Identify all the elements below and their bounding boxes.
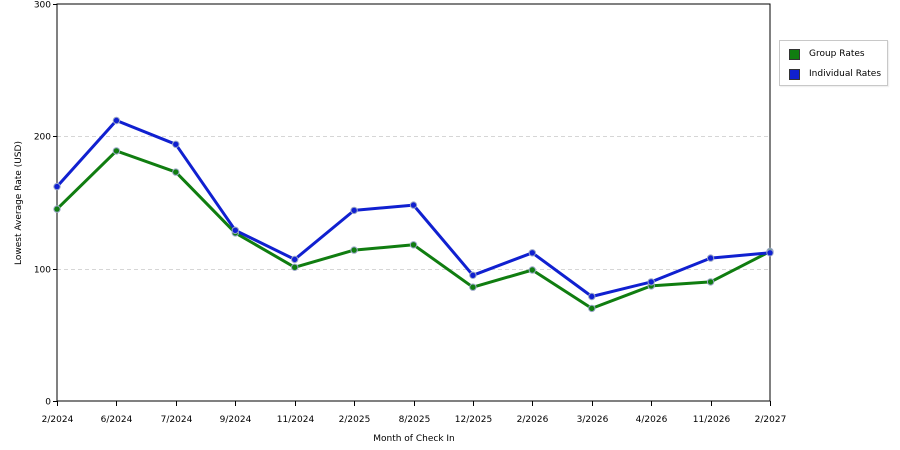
y-tick-label-0: 0: [45, 398, 51, 408]
data-point-individual-rates-5: [350, 206, 358, 215]
x-tick-label-4: 11/2024: [277, 415, 315, 425]
x-tick-label-1: 6/2024: [101, 415, 133, 425]
data-point-individual-rates-8: [528, 249, 536, 257]
data-point-group-rates-7: [469, 283, 477, 291]
y-tick-label-100: 100: [34, 266, 51, 276]
data-point-individual-rates-0: [53, 182, 61, 191]
data-point-individual-rates-4: [291, 255, 299, 264]
data-point-individual-rates-6: [409, 201, 418, 209]
x-tick-label-7: 12/2025: [455, 415, 492, 425]
legend-swatch-group-rates: [789, 48, 800, 60]
data-points: [53, 116, 774, 313]
data-point-individual-rates-12: [766, 249, 774, 257]
legend-label-individual-rates: Individual Rates: [809, 69, 882, 79]
x-tick-label-11: 11/2026: [693, 415, 731, 425]
x-tick-label-5: 2/2025: [339, 415, 371, 425]
x-tick-label-8: 2/2026: [517, 415, 549, 425]
x-tick-label-9: 3/2026: [577, 415, 609, 425]
data-point-group-rates-4: [291, 263, 299, 271]
x-tick-label-6: 8/2025: [399, 415, 431, 425]
legend-item-group-rates: Group Rates: [789, 48, 865, 60]
x-axis-title: Month of Check In: [373, 434, 455, 444]
y-tick-label-200: 200: [34, 133, 51, 143]
data-point-individual-rates-11: [706, 254, 715, 262]
legend: Group Rates Individual Rates: [779, 40, 888, 86]
data-point-group-rates-0: [53, 205, 61, 213]
x-tick-label-2: 7/2024: [161, 415, 193, 425]
data-point-group-rates-6: [409, 241, 418, 249]
x-tick-label-10: 4/2026: [636, 415, 668, 425]
series-line-group-rates: [55, 149, 772, 310]
x-tick-label-3: 9/2024: [220, 415, 252, 425]
legend-label-group-rates: Group Rates: [809, 49, 865, 59]
legend-item-individual-rates: Individual Rates: [789, 68, 881, 80]
data-point-individual-rates-3: [231, 226, 240, 235]
x-tick-label-12: 2/2027: [755, 415, 787, 425]
y-tick-label-300: 300: [34, 1, 51, 11]
data-point-group-rates-8: [528, 266, 536, 274]
data-point-group-rates-11: [706, 278, 715, 286]
data-point-group-rates-2: [172, 168, 180, 176]
data-point-individual-rates-1: [112, 116, 121, 125]
series-lines: [55, 119, 772, 310]
legend-swatch-individual-rates: [789, 68, 800, 80]
data-point-individual-rates-10: [647, 278, 655, 286]
data-point-group-rates-9: [588, 304, 596, 313]
x-tick-label-0: 2/2024: [42, 415, 74, 425]
plot-frame: [56, 3, 771, 402]
axes: 0 100 200 300 2/2024 6/2024 7/2024 9/2024 11/202…: [34, 1, 787, 426]
y-axis-title: Lowest Average Rate (USD): [14, 141, 24, 265]
data-point-individual-rates-9: [588, 292, 596, 301]
data-point-individual-rates-2: [172, 140, 180, 149]
data-point-group-rates-1: [112, 147, 121, 155]
data-point-individual-rates-7: [469, 271, 477, 279]
data-point-group-rates-5: [350, 246, 358, 254]
